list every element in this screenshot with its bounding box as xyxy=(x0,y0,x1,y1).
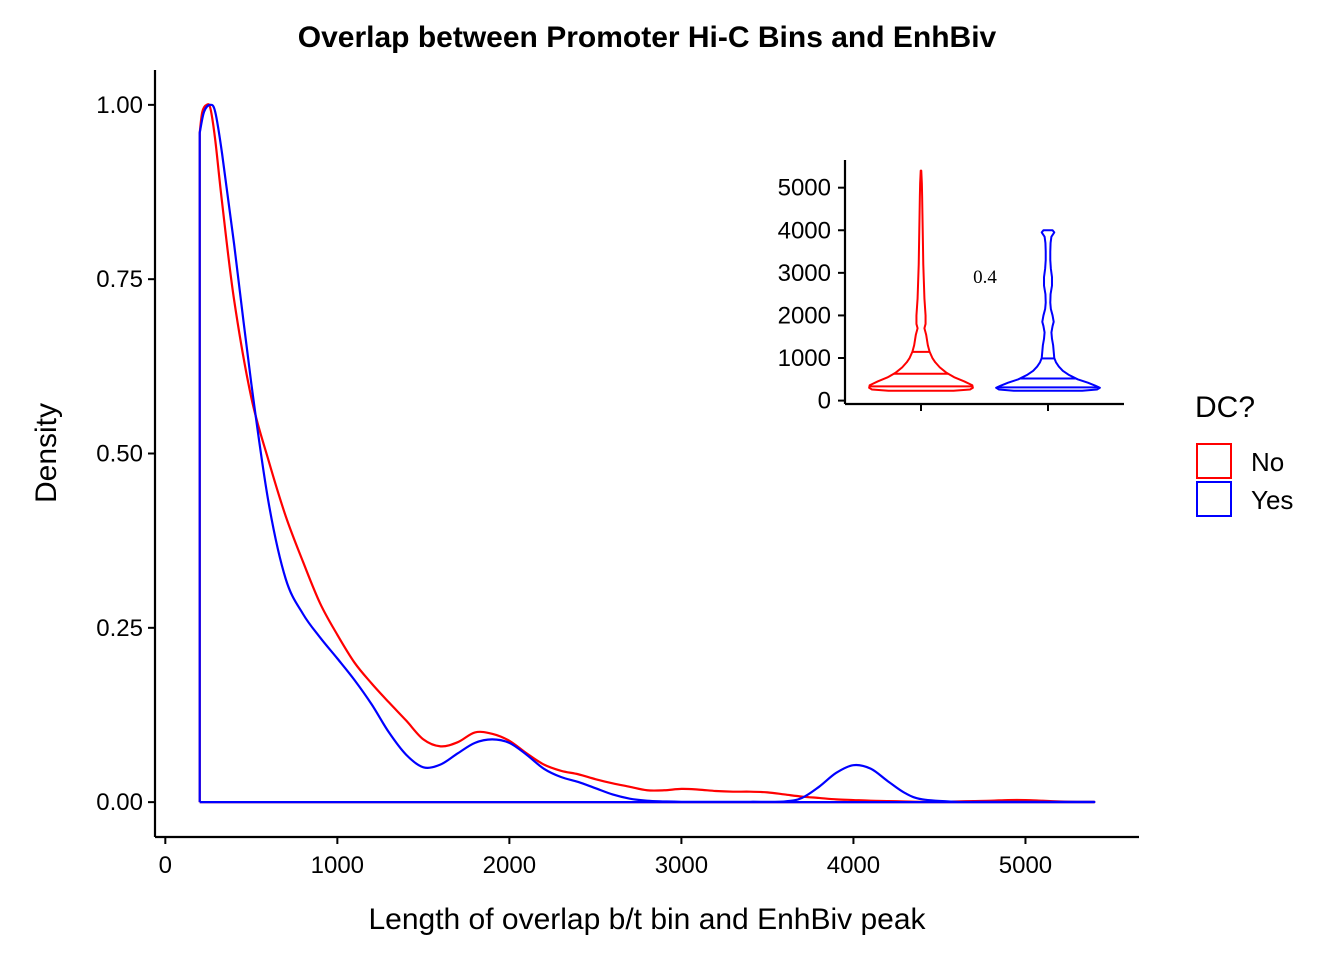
y-tick-label: 0.00 xyxy=(96,789,143,816)
legend-swatch-yes xyxy=(1196,481,1232,517)
y-tick-label: 0.25 xyxy=(96,615,143,642)
inset-y-tick-label: 1000 xyxy=(778,345,831,372)
main-plot-panel: 0.00 0.25 0.50 0.75 1.00 0 1000 2000 3000 4000 50… xyxy=(96,70,1139,879)
legend-title: DC? xyxy=(1195,391,1255,424)
y-axis-ticks: 0.00 0.25 0.50 0.75 1.00 xyxy=(96,92,155,816)
legend-label-no: No xyxy=(1251,447,1284,477)
inset-y-tick-label: 3000 xyxy=(778,260,831,287)
violin-no xyxy=(868,169,974,392)
x-tick-label: 0 xyxy=(159,852,172,879)
density-line-no xyxy=(198,103,1096,804)
legend: DC? No Yes xyxy=(1195,391,1293,517)
x-tick-label: 5000 xyxy=(999,852,1052,879)
inset-y-tick-label: 2000 xyxy=(778,302,831,329)
x-tick-label: 2000 xyxy=(483,852,536,879)
inset-violin-panel: 0 1000 2000 3000 4000 5000 0.4 xyxy=(778,160,1124,415)
violin-shapes xyxy=(868,169,1101,392)
y-tick-label: 0.50 xyxy=(96,441,143,468)
inset-annotation: 0.4 xyxy=(973,267,997,288)
y-axis-title: Density xyxy=(30,403,63,503)
y-tick-label: 1.00 xyxy=(96,92,143,119)
x-tick-label: 3000 xyxy=(655,852,708,879)
inset-y-axis-ticks: 0 1000 2000 3000 4000 5000 xyxy=(778,175,845,415)
density-line-yes xyxy=(198,103,1096,804)
legend-label-yes: Yes xyxy=(1251,485,1293,515)
inset-y-tick-label: 0 xyxy=(818,388,831,415)
inset-y-tick-label: 4000 xyxy=(778,217,831,244)
x-axis-ticks: 0 1000 2000 3000 4000 5000 xyxy=(159,837,1052,879)
x-tick-label: 1000 xyxy=(311,852,364,879)
x-axis-title: Length of overlap b/t bin and EnhBiv pea… xyxy=(368,903,926,936)
y-tick-label: 0.75 xyxy=(96,266,143,293)
violin-yes xyxy=(995,229,1101,392)
legend-swatch-no xyxy=(1196,443,1232,479)
inset-y-tick-label: 5000 xyxy=(778,175,831,202)
chart-title: Overlap between Promoter Hi-C Bins and E… xyxy=(298,21,997,54)
x-tick-label: 4000 xyxy=(827,852,880,879)
density-lines xyxy=(198,103,1096,804)
